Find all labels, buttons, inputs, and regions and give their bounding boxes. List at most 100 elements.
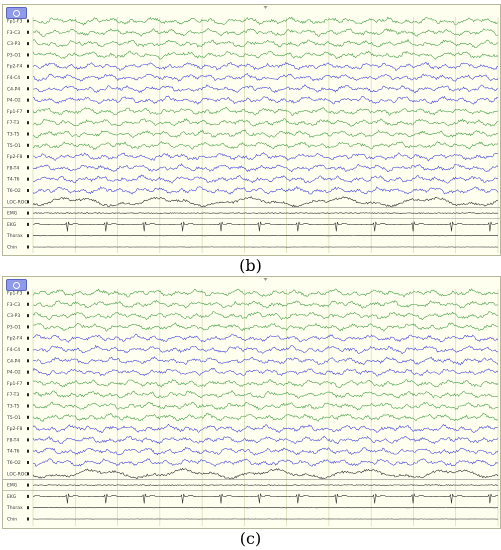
- channel-marker-icon: [27, 19, 29, 23]
- channel-label: T3-T5: [6, 404, 20, 410]
- channel-label: EKG: [7, 494, 17, 500]
- channel-trace: [32, 72, 499, 82]
- channel-label: F4-C4: [7, 75, 20, 81]
- time-marker-icon[interactable]: [263, 6, 268, 9]
- channel-label: C3-P3: [7, 313, 20, 319]
- channel-trace: [32, 379, 499, 389]
- channel-marker-icon: [27, 302, 29, 306]
- channel-marker-icon: [27, 166, 29, 170]
- channel-label: T4-T6: [6, 177, 20, 183]
- channel-marker-icon: [27, 370, 29, 374]
- channel-label: EKG: [7, 222, 17, 228]
- channel-label: Fp1-F7: [7, 109, 23, 115]
- channel-trace: [32, 185, 499, 195]
- channel-trace: [32, 458, 499, 467]
- channel-label: F7-T3: [7, 120, 19, 126]
- channel-marker-icon: [27, 427, 29, 431]
- channel-trace: [32, 446, 499, 456]
- channel-label: F3-C3: [7, 302, 20, 308]
- channel-label: T6-O2: [6, 188, 21, 194]
- channel-marker-icon: [27, 404, 29, 408]
- channel-label: C4-P4: [7, 358, 20, 364]
- channel-trace: [32, 311, 498, 321]
- channel-marker-icon: [27, 98, 29, 102]
- channel-trace: [32, 16, 499, 26]
- channel-marker-icon: [27, 314, 29, 318]
- channel-trace: [32, 220, 499, 232]
- channel-marker-icon: [27, 53, 29, 57]
- channel-trace: [32, 61, 499, 72]
- channel-label: T5-O1: [6, 415, 21, 421]
- channel-label: C3-P3: [7, 41, 20, 47]
- channel-trace: [32, 484, 499, 486]
- channel-label: F4-C4: [7, 347, 20, 353]
- channel-trace: [32, 333, 499, 343]
- channel-trace: [32, 129, 499, 139]
- channel-label: EMG: [7, 483, 18, 489]
- channel-trace: [32, 106, 499, 116]
- channel-trace: [32, 196, 499, 208]
- channel-trace: [32, 423, 499, 434]
- channel-trace: [32, 140, 499, 150]
- channel-label: Chin: [7, 517, 17, 523]
- time-marker-icon[interactable]: [263, 278, 268, 281]
- channel-trace: [32, 28, 499, 37]
- channel-trace: [32, 118, 499, 127]
- channel-label: F8-T4: [7, 437, 19, 443]
- eeg-panel-b: Fp1-F3 F3-C3 C3-P3 P3-O1 Fp2-F4 F4-C4 C4-P4 P4-…: [2, 4, 501, 256]
- channel-label: T5-O1: [6, 143, 21, 149]
- channel-marker-icon: [27, 64, 29, 68]
- settings-button[interactable]: [6, 7, 27, 19]
- channel-trace: [32, 322, 499, 332]
- channel-marker-icon: [27, 359, 29, 363]
- channel-label: Fp1-F3: [7, 291, 23, 297]
- channel-label: T4-T6: [6, 449, 20, 455]
- channel-trace: [32, 163, 499, 173]
- channel-marker-icon: [27, 461, 29, 464]
- channel-trace: [32, 299, 499, 309]
- channel-label: C4-P4: [7, 86, 20, 92]
- channel-label: Fp2-F8: [7, 154, 23, 160]
- channel-label: Fp2-F8: [7, 426, 23, 432]
- settings-circle-icon: [13, 281, 20, 289]
- caption-b: (b): [239, 256, 262, 275]
- channel-label: T6-O2: [6, 460, 21, 466]
- channel-marker-icon: [27, 234, 29, 238]
- eeg-trace-area[interactable]: Fp1-F3 F3-C3 C3-P3 P3-O1 Fp2-F4 F4-C4 C4-P4 P4-…: [3, 5, 500, 255]
- channel-marker-icon: [27, 291, 29, 295]
- channel-marker-icon: [27, 438, 29, 442]
- channel-trace: [32, 435, 499, 445]
- channel-trace: [32, 50, 499, 60]
- channel-marker-icon: [27, 87, 29, 91]
- channel-marker-icon: [27, 517, 29, 521]
- channel-marker-icon: [27, 189, 29, 192]
- channel-label: Fp1-F3: [7, 19, 23, 25]
- channel-trace: [32, 152, 499, 162]
- channel-trace: [32, 356, 499, 366]
- channel-trace: [32, 344, 499, 355]
- channel-trace: [32, 401, 499, 411]
- channel-marker-icon: [27, 381, 29, 385]
- channel-label: LOC-ROC: [7, 471, 27, 477]
- channel-trace: [32, 492, 499, 504]
- settings-button[interactable]: [6, 279, 27, 291]
- channel-trace: [32, 212, 499, 214]
- eeg-trace-area[interactable]: Fp1-F3 F3-C3 C3-P3 P3-O1 Fp2-F4 F4-C4 C4-P4 P4-…: [3, 277, 500, 528]
- channel-marker-icon: [27, 506, 29, 510]
- channel-trace: [32, 95, 499, 105]
- channel-label: F7-T3: [7, 392, 19, 398]
- channel-marker-icon: [27, 449, 29, 453]
- channel-trace: [32, 38, 499, 49]
- channel-marker-icon: [27, 336, 29, 340]
- channel-label: T3-T5: [6, 132, 20, 138]
- channel-marker-icon: [27, 200, 29, 204]
- channel-marker-icon: [27, 109, 29, 113]
- channel-label: Thorax: [6, 233, 23, 239]
- channel-label: F8-T4: [7, 165, 19, 171]
- channel-marker-icon: [27, 472, 29, 476]
- channel-label: EMG: [7, 211, 18, 217]
- channel-label: Fp2-F4: [7, 336, 23, 342]
- channel-marker-icon: [27, 155, 29, 159]
- channel-label: P4-O2: [7, 370, 21, 376]
- channel-marker-icon: [27, 393, 29, 397]
